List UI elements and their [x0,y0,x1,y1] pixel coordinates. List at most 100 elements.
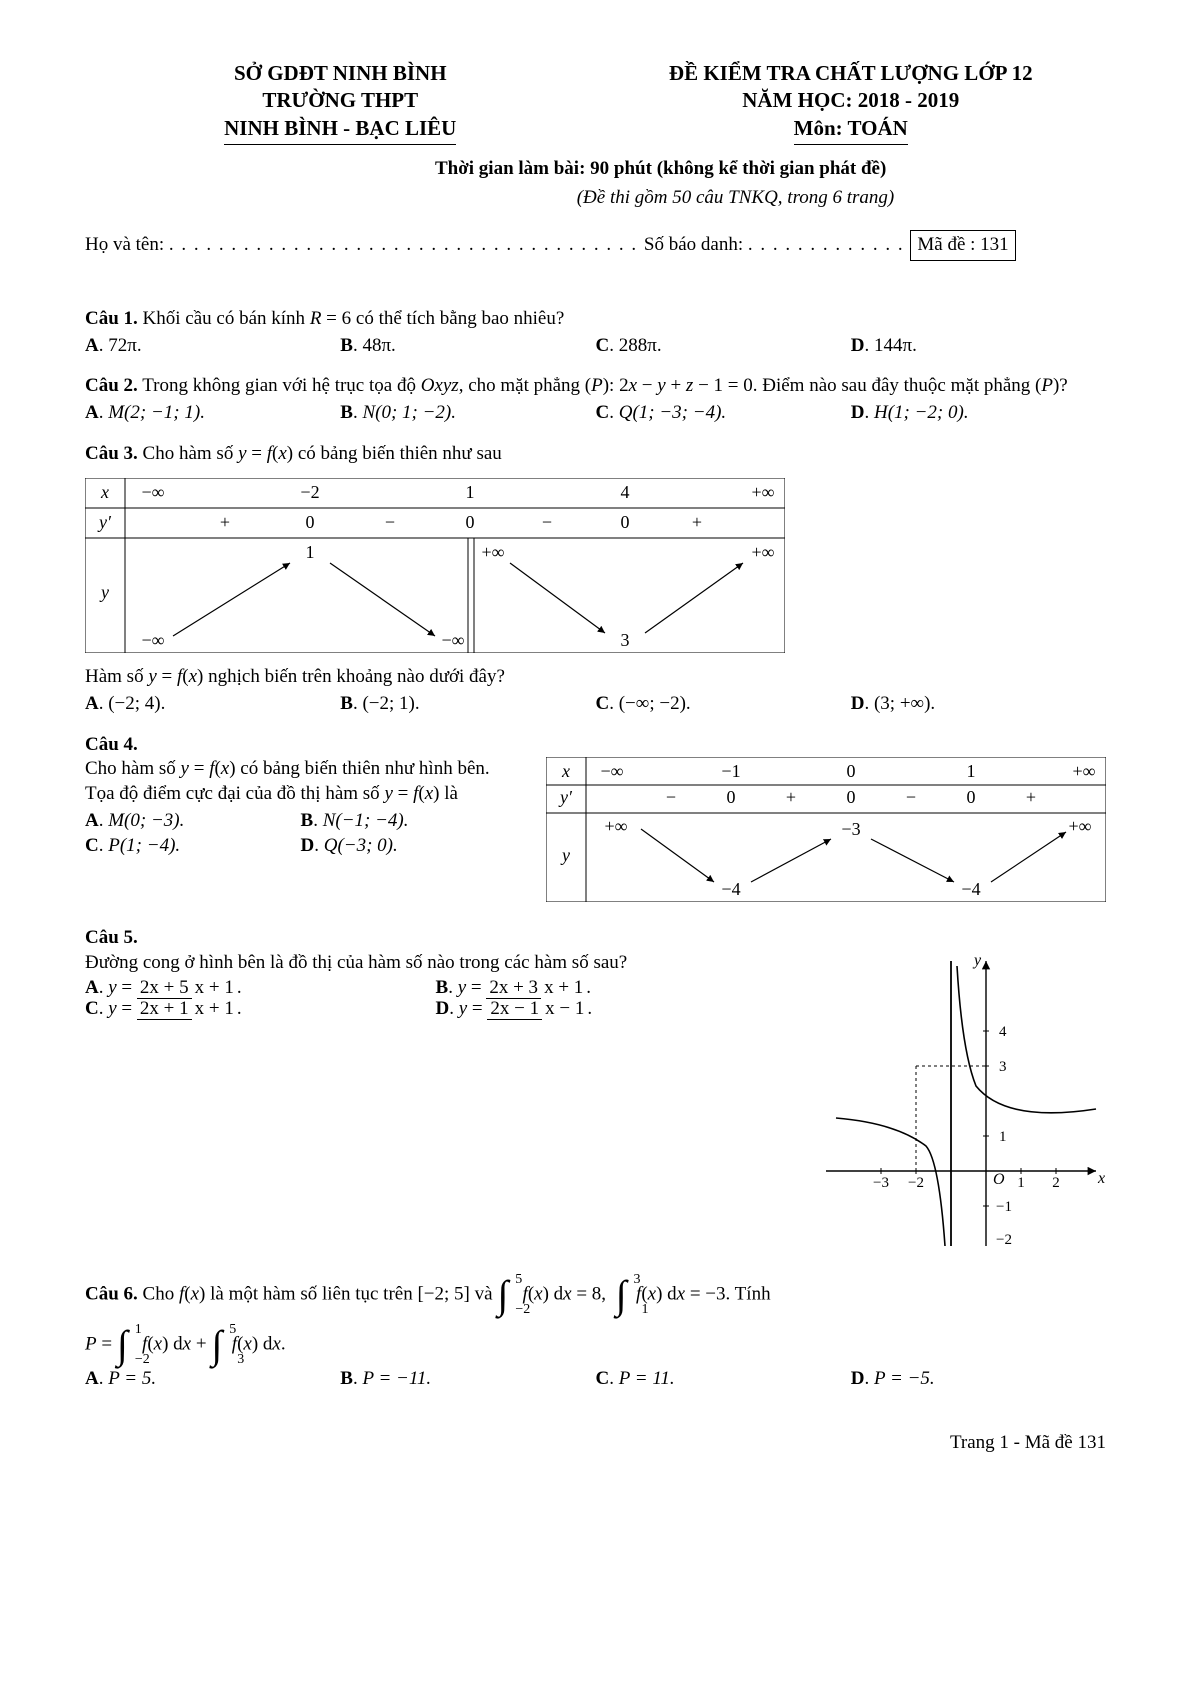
svg-text:+∞: +∞ [1069,816,1092,836]
q6-int4: ∫53 [211,1325,222,1365]
q1-opt-d: D. 144π. [851,334,1106,359]
svg-text:1: 1 [466,482,475,502]
svg-text:x: x [1097,1170,1105,1187]
time-limit: Thời gian làm bài: 90 phút (không kể thờ… [435,157,1106,182]
svg-text:0: 0 [727,787,736,807]
q2-opt-d: D. H(1; −2; 0). [851,401,1106,426]
svg-text:x: x [100,482,109,502]
q1-opt-a: A. 72π. [85,334,340,359]
svg-text:y: y [99,582,109,602]
q4-opt-b: B. N(−1; −4). [301,809,517,834]
svg-text:−3: −3 [873,1175,889,1191]
svg-text:+∞: +∞ [605,816,628,836]
q5-opt-b: B. y = 2x + 3x + 1. [436,978,787,999]
q5-opt-c: C. y = 2x + 1x + 1. [85,999,436,1020]
svg-text:+: + [786,787,796,807]
svg-text:y: y [560,845,570,865]
q6-int2: ∫31 [616,1275,627,1315]
svg-text:3: 3 [999,1059,1007,1075]
q1-label: Câu 1. [85,308,138,329]
q3-opt-c: C. (−∞; −2). [596,692,851,717]
q1-opt-b: B. 48π. [340,334,595,359]
svg-text:+: + [220,512,230,532]
svg-text:3: 3 [621,630,630,650]
school-type: TRƯỜNG THPT [85,87,596,114]
svg-text:−∞: −∞ [142,630,165,650]
name-label: Họ và tên: [85,234,169,255]
q4-opt-c: C. P(1; −4). [85,834,301,859]
exam-code: Mã đề : 131 [910,230,1015,261]
svg-text:4: 4 [621,482,630,502]
svg-text:+: + [1026,787,1036,807]
svg-text:+∞: +∞ [752,482,775,502]
svg-text:4: 4 [999,1024,1007,1040]
svg-text:+∞: +∞ [1073,761,1096,781]
q4-opt-a: A. M(0; −3). [85,809,301,834]
svg-text:x: x [561,761,570,781]
q4-label: Câu 4. [85,734,138,755]
svg-text:−4: −4 [961,879,980,899]
svg-text:−2: −2 [908,1175,924,1191]
q6-label: Câu 6. [85,1283,138,1304]
q1-text: Khối cầu có bán kính R = 6 có thể tích b… [138,308,565,329]
school-name: NINH BÌNH - BẠC LIÊU [224,115,456,145]
q4-text: Cho hàm số y = f(x) có bảng biến thiên n… [85,757,516,806]
id-label: Số báo danh: [644,234,748,255]
svg-text:2: 2 [1052,1175,1060,1191]
svg-text:−: − [906,787,916,807]
q5-opt-d: D. y = 2x − 1x − 1. [436,999,787,1020]
question-5: Câu 5. Đường cong ở hình bên là đồ thị c… [85,926,1106,1258]
svg-text:y: y [972,952,982,969]
q2-label: Câu 2. [85,375,138,396]
question-4: Câu 4. Cho hàm số y = f(x) có bảng biến … [85,733,1106,910]
q3-label: Câu 3. [85,443,138,464]
svg-text:+∞: +∞ [752,542,775,562]
svg-text:+∞: +∞ [482,542,505,562]
svg-text:0: 0 [621,512,630,532]
q6-opt-a: A. P = 5. [85,1367,340,1392]
svg-text:1: 1 [1017,1175,1025,1191]
svg-text:−4: −4 [721,879,740,899]
page-footer: Trang 1 - Mã đề 131 [85,1431,1106,1456]
name-row: Họ và tên: . . . . . . . . . . . . . . .… [85,230,1106,261]
svg-text:0: 0 [847,761,856,781]
svg-text:−2: −2 [996,1232,1012,1248]
q2-opt-a: A. M(2; −1; 1). [85,401,340,426]
header: SỞ GDĐT NINH BÌNH TRƯỜNG THPT NINH BÌNH … [85,60,1106,145]
school-dept: SỞ GDĐT NINH BÌNH [85,60,596,87]
svg-text:+: + [692,512,702,532]
svg-text:−: − [666,787,676,807]
header-left: SỞ GDĐT NINH BÌNH TRƯỜNG THPT NINH BÌNH … [85,60,596,145]
q5-opt-a: A. y = 2x + 5x + 1. [85,978,436,999]
q2-opt-b: B. N(0; 1; −2). [340,401,595,426]
q5-label: Câu 5. [85,927,138,948]
svg-text:−1: −1 [721,761,740,781]
header-right: ĐỀ KIỂM TRA CHẤT LƯỢNG LỚP 12 NĂM HỌC: 2… [596,60,1107,145]
question-1: Câu 1. Khối cầu có bán kính R = 6 có thể… [85,307,1106,358]
svg-text:0: 0 [847,787,856,807]
svg-text:−2: −2 [300,482,319,502]
q6-opt-c: C. P = 11. [596,1367,851,1392]
svg-text:0: 0 [306,512,315,532]
q3-opt-b: B. (−2; 1). [340,692,595,717]
q2-text: Trong không gian với hệ trục tọa độ Oxyz… [138,375,1068,396]
svg-text:−∞: −∞ [142,482,165,502]
svg-text:−: − [542,512,552,532]
exam-meta: (Đề thi gồm 50 câu TNKQ, trong 6 trang) [365,186,1106,211]
q3-opt-a: A. (−2; 4). [85,692,340,717]
svg-text:−∞: −∞ [442,630,465,650]
q3-variation-table: x y′ y −∞ −2 1 4 +∞ + 0 − 0 − 0 + −∞ 1 −… [85,478,1106,653]
q3-text: Cho hàm số y = f(x) có bảng biến thiên n… [138,443,502,464]
q6-text1: Cho f(x) là một hàm số liên tục trên [−2… [138,1283,498,1304]
svg-text:−1: −1 [996,1199,1012,1215]
exam-title: ĐỀ KIỂM TRA CHẤT LƯỢNG LỚP 12 [596,60,1107,87]
svg-text:−3: −3 [841,819,860,839]
svg-text:O: O [993,1171,1005,1188]
q6-opt-d: D. P = −5. [851,1367,1106,1392]
question-2: Câu 2. Trong không gian với hệ trục tọa … [85,374,1106,425]
name-dots: . . . . . . . . . . . . . . . . . . . . … [169,234,644,255]
svg-text:1: 1 [967,761,976,781]
question-3: Câu 3. Cho hàm số y = f(x) có bảng biến … [85,442,1106,717]
svg-text:1: 1 [999,1129,1007,1145]
q4-opt-d: D. Q(−3; 0). [301,834,517,859]
